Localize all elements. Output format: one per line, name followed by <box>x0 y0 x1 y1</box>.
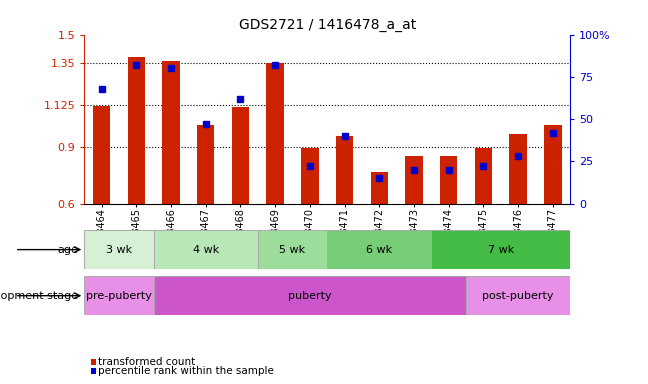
Text: pre-puberty: pre-puberty <box>86 291 152 301</box>
Text: post-puberty: post-puberty <box>482 291 554 301</box>
Bar <box>154 230 258 269</box>
Text: 7 wk: 7 wk <box>488 245 514 255</box>
Text: percentile rank within the sample: percentile rank within the sample <box>98 366 274 376</box>
Bar <box>128 57 145 204</box>
Bar <box>197 125 214 204</box>
Title: GDS2721 / 1416478_a_at: GDS2721 / 1416478_a_at <box>238 18 416 32</box>
Bar <box>509 134 527 204</box>
Bar <box>466 276 570 315</box>
Bar <box>475 148 492 204</box>
Bar <box>301 148 319 204</box>
Text: development stage: development stage <box>0 291 78 301</box>
Bar <box>84 230 154 269</box>
Bar <box>432 230 570 269</box>
Bar <box>232 107 249 204</box>
Bar <box>163 61 179 204</box>
Bar <box>544 125 562 204</box>
Bar <box>258 230 327 269</box>
Bar <box>371 172 388 204</box>
Text: 4 wk: 4 wk <box>192 245 219 255</box>
Bar <box>336 136 353 204</box>
Bar <box>93 106 110 204</box>
Bar <box>440 156 457 204</box>
Bar <box>266 63 284 204</box>
Bar <box>406 156 422 204</box>
Bar <box>154 276 466 315</box>
Text: age: age <box>57 245 78 255</box>
Text: 5 wk: 5 wk <box>279 245 306 255</box>
Text: transformed count: transformed count <box>98 357 196 367</box>
Text: 3 wk: 3 wk <box>106 245 132 255</box>
Bar <box>327 230 432 269</box>
Text: 6 wk: 6 wk <box>366 245 393 255</box>
Bar <box>84 276 154 315</box>
Text: puberty: puberty <box>288 291 332 301</box>
